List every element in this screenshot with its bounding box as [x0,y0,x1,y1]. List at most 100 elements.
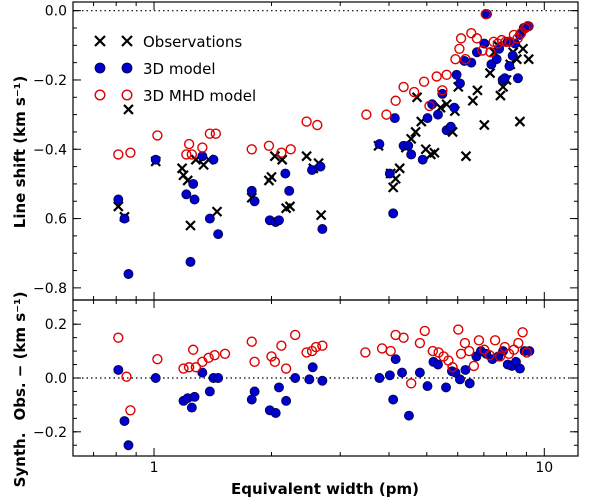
3d-model-point [317,224,328,234]
3d-mhd-model-point [517,327,528,338]
3d-mhd-model-point [455,33,467,44]
axis-ticks [73,2,578,456]
3d-mhd-model-point [178,363,189,374]
3d-mhd-model-point [522,21,533,32]
3d-model-point [384,168,395,179]
3d-model-point [270,408,281,418]
legend-label-observations: Observations [143,33,242,51]
3d-mhd-model-point [276,340,287,351]
3d-model-point [499,73,510,84]
3d-mhd-model-point [450,53,461,65]
3d-mhd-model-point [390,95,401,106]
3d-mhd-model-point [513,337,524,349]
3d-model-point [464,378,475,389]
3d-model-point [188,178,199,189]
legend-marker-filled [121,62,133,74]
top-panel-marks [113,8,534,279]
3d-mhd-model-point [521,347,533,358]
3d-mhd-model-point [125,147,136,158]
3d-mhd-model-point [246,144,257,155]
observation-point [411,92,423,103]
3d-model-point [403,140,414,151]
3d-model-point [491,54,502,65]
3d-model-point [390,354,401,365]
3d-mhd-model-point [190,362,202,373]
3d-mhd-model-point [381,109,392,120]
3d-mhd-model-point [471,33,483,44]
3d-model-point [388,394,399,405]
3d-model-point [274,382,284,393]
bottom-panel-marks [113,324,535,451]
3d-model-point [404,410,414,421]
legend-entry-observations: Observations [94,33,242,51]
x-tick-label: 10 [535,460,553,476]
3d-model-point [437,88,448,99]
legend-entry-3d-mhd-model: 3D MHD model [94,87,256,105]
top-y-axis-title: Line shift (km s⁻¹) [11,76,29,228]
3d-model-point [433,359,443,370]
3d-mhd-model-point [121,371,132,382]
3d-model-point [186,402,197,413]
3d-model-point [317,375,328,386]
3d-model-point [189,391,200,402]
observation-point [211,206,223,217]
observation-point [495,90,506,101]
3d-model-point [471,47,482,58]
3d-mhd-model-point [289,329,301,341]
3d-mhd-model-point [312,119,323,131]
3d-model-point [304,374,315,385]
3d-model-point [246,185,257,196]
y-tick-label: −0.2 [33,73,67,89]
3d-mhd-model-point [398,332,409,343]
legend-label-3d-mhd-model: 3D MHD model [143,87,256,105]
3d-mhd-model-point [113,332,124,343]
observation-point [284,201,296,212]
3d-mhd-model-point [360,347,371,358]
observation-point [185,220,196,231]
axis-tick-labels: 1 10 0.0 −0.2 −0.4 0.6 −0.8 0.2 0.0 −0.2 [33,4,553,476]
3d-model-point [315,161,326,172]
3d-mhd-model-point [427,345,439,357]
y-tick-label: −0.2 [33,425,67,441]
3d-model-point [197,151,208,162]
3d-mhd-model-point [512,33,523,44]
3d-mhd-model-point [125,405,136,416]
3d-mhd-model-point [414,337,426,349]
3d-mhd-model-point [187,344,199,355]
observation-point [517,43,529,55]
3d-mhd-model-point [520,22,531,34]
y-tick-label: −0.8 [33,281,67,297]
y-tick-label: 0.6 [45,212,67,228]
3d-mhd-model-point [453,324,464,335]
3d-mhd-model-point [468,360,480,372]
3d-model-point [123,269,134,279]
observation-point [514,116,526,127]
observation-point [301,150,312,162]
3d-mhd-model-point [441,69,452,80]
3d-mhd-model-point [418,76,430,87]
3d-model-point [451,69,462,80]
3d-mhd-model-point [479,344,490,355]
3d-mhd-model-point [485,47,496,58]
legend-marker-x [121,35,133,47]
3d-model-point [274,215,284,226]
3d-model-point [504,61,515,72]
3d-mhd-model-point [431,71,442,82]
3d-mhd-model-point [209,349,220,361]
x-tick-label: 1 [150,460,159,476]
observation-point [484,67,496,79]
3d-mhd-model-point [203,352,214,364]
3d-mhd-model-point [266,351,277,362]
3d-mhd-model-point [246,336,257,347]
3d-mhd-model-point [494,351,506,362]
3d-model-point [113,364,124,375]
3d-mhd-model-point [285,144,296,155]
3d-mhd-model-point [447,362,458,373]
y-tick-label: −0.4 [33,142,67,158]
3d-model-point [181,189,192,200]
3d-mhd-model-point [276,147,287,158]
3d-mhd-model-point [249,356,260,368]
3d-mhd-model-point [466,27,477,39]
legend-marker-x [94,35,106,47]
3d-mhd-model-point [152,130,163,141]
